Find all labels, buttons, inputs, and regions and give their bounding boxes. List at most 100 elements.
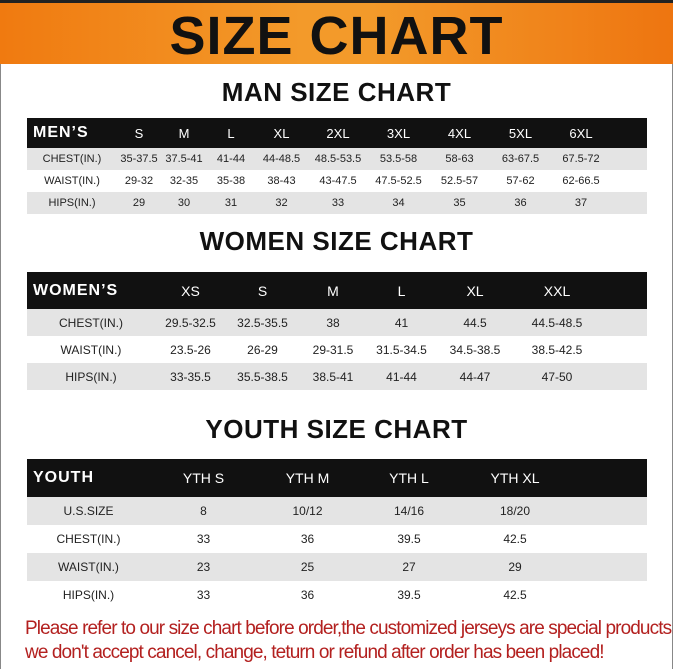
row-label: HIPS(IN.) <box>27 363 155 390</box>
measurement-cell: 48.5-53.5 <box>308 148 368 170</box>
table-row: U.S.SIZE 8 10/12 14/16 18/20 <box>27 497 647 525</box>
measurement-cell: 37 <box>551 192 611 214</box>
row-filler <box>611 170 647 192</box>
measurement-cell: 31.5-34.5 <box>376 342 427 357</box>
size-header: 2XL <box>308 118 368 148</box>
row-filler <box>570 497 647 525</box>
banner-title: SIZE CHART <box>169 6 504 66</box>
measurement-cell: 41-44 <box>367 363 436 390</box>
header-filler <box>600 272 647 309</box>
measurement-cell: 29 <box>460 553 570 581</box>
table-row: CHEST(IN.) 35-37.5 37.5-41 41-44 44-48.5 48.5… <box>27 148 647 170</box>
men-header-row: MEN’S S M L XL 2XL 3XL 4XL 5XL 6XL <box>27 118 647 148</box>
row-filler <box>570 553 647 581</box>
measurement-cell: 27 <box>358 553 460 581</box>
measurement-cell: 67.5-72 <box>551 148 611 170</box>
women-section-title: WOMEN SIZE CHART <box>199 226 474 256</box>
measurement-cell: 38.5-42.5 <box>531 342 583 357</box>
measurement-cell: 29-32 <box>124 175 154 187</box>
size-header: L <box>367 272 436 309</box>
row-filler <box>570 525 647 553</box>
measurement-cell: 33 <box>196 588 211 602</box>
measurement-cell: 33 <box>196 532 211 546</box>
measurement-cell: 33-35.5 <box>155 363 226 390</box>
measurement-cell: 31 <box>207 192 255 214</box>
table-row: CHEST(IN.) 33 36 39.5 42.5 <box>27 525 647 553</box>
row-label: U.S.SIZE <box>27 497 150 525</box>
row-filler <box>570 581 647 609</box>
measurement-cell: 62-66.5 <box>562 175 600 187</box>
measurement-cell: 42.5 <box>503 588 527 602</box>
measurement-cell: 36 <box>490 192 551 214</box>
measurement-cell: 35 <box>429 192 490 214</box>
measurement-cell: 53.5-58 <box>368 148 429 170</box>
size-header: S <box>226 272 299 309</box>
measurement-cell: 33 <box>308 192 368 214</box>
measurement-cell: 35-38 <box>216 175 246 187</box>
row-filler <box>600 309 647 336</box>
row-label: CHEST(IN.) <box>56 532 121 546</box>
measurement-cell: 29-31.5 <box>312 342 354 357</box>
header-filler <box>611 118 647 148</box>
size-header: M <box>161 118 207 148</box>
measurement-cell: 38.5-41 <box>299 363 367 390</box>
youth-header-row: YOUTH YTH S YTH M YTH L YTH XL <box>27 459 647 497</box>
measurement-cell: 52.5-57 <box>440 175 479 187</box>
measurement-cell: 41 <box>367 309 436 336</box>
measurement-cell: 30 <box>161 192 207 214</box>
youth-size-table: YOUTH YTH S YTH M YTH L YTH XL U.S.SIZE 8 10/12… <box>27 459 647 609</box>
table-row: WAIST(IN.) 23.5-26 26-29 29-31.5 31.5-34.5 34… <box>27 336 647 363</box>
left-border <box>0 0 1 669</box>
row-label: HIPS(IN.) <box>62 588 115 602</box>
measurement-cell: 25 <box>257 553 358 581</box>
table-row: WAIST(IN.) 29-32 32-35 35-38 38-43 43-47.5 47.… <box>27 170 647 192</box>
measurement-cell: 39.5 <box>397 588 421 602</box>
size-header: YTH XL <box>460 459 570 497</box>
measurement-cell: 38 <box>299 309 367 336</box>
size-header: 5XL <box>490 118 551 148</box>
measurement-cell: 10/12 <box>257 497 358 525</box>
measurement-cell: 47.5-52.5 <box>375 175 422 187</box>
women-header-label: WOMEN’S <box>27 272 155 309</box>
order-notice-line-2: we don't accept cancel, change, teturn o… <box>25 642 605 663</box>
youth-section-title: YOUTH SIZE CHART <box>205 414 468 444</box>
measurement-cell: 44.5 <box>436 309 514 336</box>
measurement-cell: 57-62 <box>506 175 535 187</box>
row-filler <box>600 336 647 363</box>
measurement-cell: 23 <box>150 553 257 581</box>
size-header: 3XL <box>368 118 429 148</box>
measurement-cell: 26-29 <box>247 342 278 357</box>
men-header-label: MEN’S <box>27 118 117 148</box>
size-header: 6XL <box>551 118 611 148</box>
measurement-cell: 44-48.5 <box>255 148 308 170</box>
order-notice-line-1: Please refer to our size chart before or… <box>25 618 673 639</box>
measurement-cell: 18/20 <box>460 497 570 525</box>
row-label: WAIST(IN.) <box>60 342 122 357</box>
measurement-cell: 58-63 <box>429 148 490 170</box>
measurement-cell: 35.5-38.5 <box>226 363 299 390</box>
size-header: M <box>299 272 367 309</box>
banner: SIZE CHART <box>0 0 673 66</box>
size-header: XS <box>155 272 226 309</box>
row-filler <box>600 363 647 390</box>
header-filler <box>570 459 647 497</box>
measurement-cell: 34 <box>368 192 429 214</box>
size-header: L <box>207 118 255 148</box>
measurement-cell: 32.5-35.5 <box>226 309 299 336</box>
measurement-cell: 42.5 <box>503 532 527 546</box>
measurement-cell: 39.5 <box>397 532 421 546</box>
measurement-cell: 43-47.5 <box>319 175 357 187</box>
table-row: CHEST(IN.) 29.5-32.5 32.5-35.5 38 41 44.5 44.5… <box>27 309 647 336</box>
size-header: S <box>117 118 161 148</box>
row-label: HIPS(IN.) <box>27 192 117 214</box>
row-filler <box>611 148 647 170</box>
size-header: YTH M <box>257 459 358 497</box>
table-row: WAIST(IN.) 23 25 27 29 <box>27 553 647 581</box>
youth-header-label: YOUTH <box>27 459 150 497</box>
measurement-cell: 29.5-32.5 <box>155 309 226 336</box>
measurement-cell: 32 <box>255 192 308 214</box>
size-header: 4XL <box>429 118 490 148</box>
measurement-cell: 63-67.5 <box>490 148 551 170</box>
size-header: XXL <box>514 272 600 309</box>
measurement-cell: 47-50 <box>514 363 600 390</box>
